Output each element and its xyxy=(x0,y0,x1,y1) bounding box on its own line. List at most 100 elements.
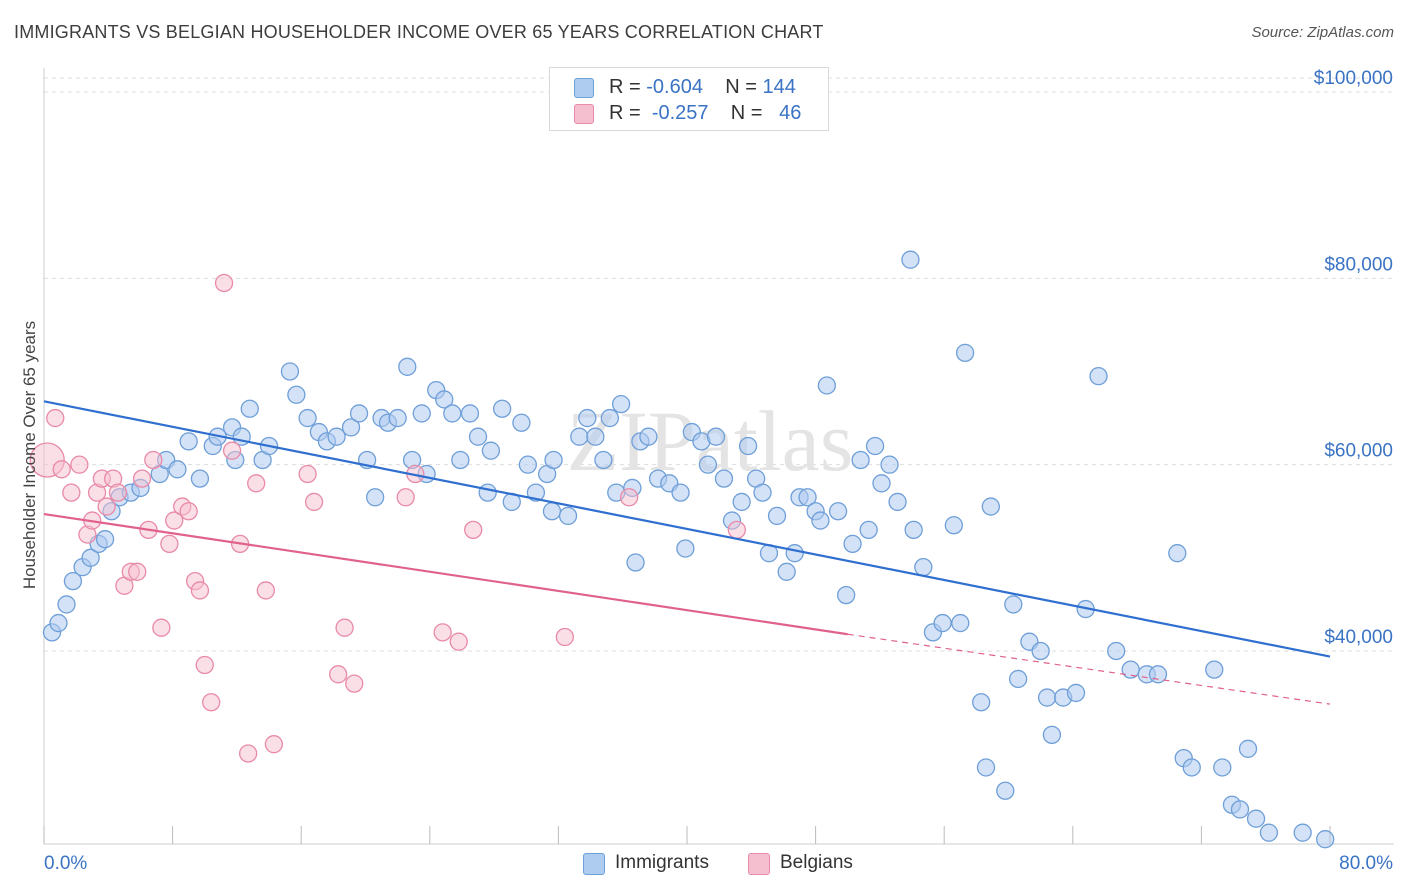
immigrants-point xyxy=(1259,823,1279,842)
immigrants-point xyxy=(1246,809,1266,828)
belgians-point xyxy=(256,581,275,600)
belgians-trend-extension xyxy=(847,633,1331,705)
immigrants-point xyxy=(443,404,462,423)
immigrants-points xyxy=(42,250,1335,849)
immigrants-point xyxy=(611,394,631,414)
belgians-point xyxy=(433,623,452,642)
legend-n-label: N = xyxy=(725,76,757,98)
immigrants-point xyxy=(914,557,933,577)
immigrants-point xyxy=(1213,758,1232,777)
immigrants-point xyxy=(168,460,187,479)
grid-layer xyxy=(44,77,1394,652)
y-tick-label: $100,000 xyxy=(1314,68,1393,89)
immigrants-point xyxy=(327,427,346,446)
immigrants-point xyxy=(880,455,899,474)
legend-r-label: R = xyxy=(609,76,641,98)
belgians-point xyxy=(264,735,284,754)
immigrants-point xyxy=(95,530,115,549)
immigrants-point xyxy=(1182,758,1201,777)
immigrants-point xyxy=(904,520,923,540)
belgians-point xyxy=(449,632,468,651)
immigrants-point xyxy=(298,408,317,428)
belgians-point xyxy=(108,483,128,502)
chart-title: IMMIGRANTS VS BELGIAN HOUSEHOLDER INCOME… xyxy=(14,22,824,42)
immigrants-point xyxy=(1031,641,1050,661)
immigrants-point xyxy=(492,399,512,418)
immigrants-point xyxy=(859,520,878,540)
immigrants-point xyxy=(49,613,68,633)
immigrants-point xyxy=(996,781,1015,800)
x-tick-label: 0.0% xyxy=(44,853,87,874)
immigrants-point xyxy=(851,450,870,470)
immigrants-point xyxy=(671,483,690,502)
belgians-point xyxy=(132,469,152,488)
legend-label-immigrants: Immigrants xyxy=(615,852,709,873)
immigrants-point xyxy=(1008,669,1028,689)
immigrants-point xyxy=(777,562,796,581)
immigrants-point xyxy=(570,427,589,446)
immigrants-point xyxy=(706,427,726,446)
belgians-point xyxy=(195,655,214,675)
belgians-point xyxy=(46,408,65,428)
immigrants-point xyxy=(828,502,848,521)
immigrants-point xyxy=(626,553,645,572)
belgians-point xyxy=(727,520,746,540)
immigrants-point xyxy=(798,488,817,507)
immigrants-point xyxy=(280,362,300,381)
belgians-point xyxy=(128,562,147,581)
y-tick-label: $40,000 xyxy=(1324,627,1393,648)
immigrants-point xyxy=(753,483,772,502)
belgians-points xyxy=(29,273,746,763)
immigrants-point xyxy=(738,436,758,456)
immigrants-point xyxy=(1107,641,1126,661)
belgians-point xyxy=(335,618,354,637)
y-axis-label: Householder Income Over 65 years xyxy=(20,320,39,590)
immigrants-point xyxy=(57,595,76,614)
correlation-legend: R = -0.604 N = 144 R = -0.257 N = 46 xyxy=(549,67,829,131)
belgians-point xyxy=(190,581,210,600)
legend-label-belgians: Belgians xyxy=(780,852,853,873)
immigrants-point xyxy=(481,441,501,460)
belgians-point xyxy=(329,665,348,684)
tick-labels: $100,000 $80,000 $60,000 $40,000 0.0% 80.0% xyxy=(44,68,1393,874)
immigrants-point xyxy=(81,548,100,567)
belgians-point xyxy=(619,488,639,507)
belgians-swatch xyxy=(574,104,594,124)
immigrants-point xyxy=(901,250,920,269)
immigrants-point xyxy=(578,408,597,428)
immigrants-point xyxy=(836,585,856,605)
immigrants-point xyxy=(972,693,991,712)
belgians-point xyxy=(165,511,184,530)
immigrants-point xyxy=(435,390,454,409)
immigrants-point xyxy=(388,408,407,428)
immigrants-point xyxy=(287,385,306,404)
immigrants-point xyxy=(586,427,605,446)
belgians-trend-line xyxy=(43,512,848,636)
belgians-point xyxy=(152,618,171,637)
immigrants-point xyxy=(732,492,751,512)
immigrants-point xyxy=(1316,830,1335,849)
legend-n-value: 144 xyxy=(762,76,796,98)
immigrants-point xyxy=(1066,683,1086,703)
immigrants-point xyxy=(526,483,546,502)
belgians-point xyxy=(179,502,198,521)
belgians-point xyxy=(70,455,89,474)
immigrants-point xyxy=(179,432,198,451)
belgians-point xyxy=(222,441,242,460)
immigrants-point xyxy=(1042,725,1062,745)
immigrants-point xyxy=(865,436,885,456)
immigrants-point xyxy=(785,544,804,563)
immigrants-point xyxy=(944,516,963,535)
immigrants-point xyxy=(240,399,259,418)
immigrants-point xyxy=(544,450,563,470)
immigrants-point xyxy=(468,427,488,446)
immigrants-point xyxy=(451,450,470,470)
x-tick-label: 80.0% xyxy=(1339,853,1393,874)
immigrants-point xyxy=(976,758,996,777)
immigrants-point xyxy=(190,469,210,488)
belgians-point xyxy=(97,497,116,516)
immigrants-point xyxy=(639,427,658,446)
legend-r-value: -0.604 xyxy=(646,76,703,98)
legend-n-value: 46 xyxy=(779,102,802,124)
